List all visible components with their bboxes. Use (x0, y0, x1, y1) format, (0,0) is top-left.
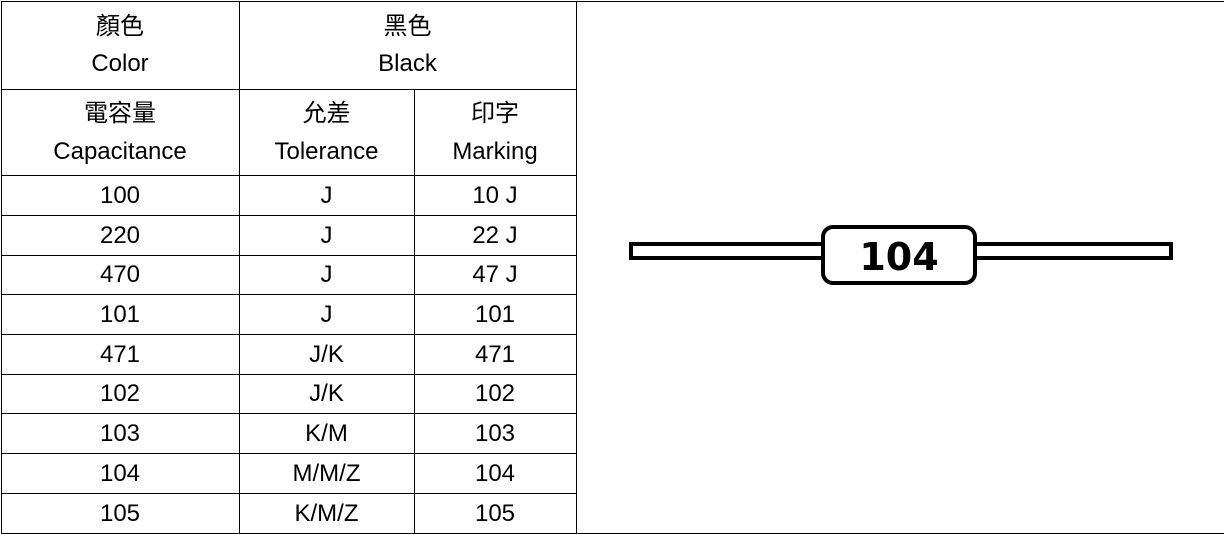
header-en: Color (2, 45, 239, 82)
table-cell: 22 J (414, 215, 576, 255)
table-cell: J/K (239, 374, 414, 414)
column-header-zh: 允差 (240, 95, 414, 132)
column-header-en: Tolerance (240, 133, 414, 170)
table-cell: 105 (414, 493, 576, 533)
capacitor-diagram: 104 (577, 2, 1224, 522)
lead-left (631, 244, 824, 258)
table-cell: 105 (1, 493, 239, 533)
table-cell: 100 (1, 176, 239, 216)
header-zh: 黑色 (240, 8, 576, 45)
capacitor-label: 104 (859, 235, 938, 279)
table-cell: 103 (1, 414, 239, 454)
header-zh: 顏色 (2, 8, 239, 45)
header-cell: 黑色 Black (239, 1, 576, 89)
table-cell: J (239, 215, 414, 255)
table-cell: 101 (414, 295, 576, 335)
column-header-en: Marking (415, 133, 576, 170)
table-cell: 471 (414, 335, 576, 375)
table-cell: 47 J (414, 255, 576, 295)
table-cell: 471 (1, 335, 239, 375)
lead-right (973, 244, 1171, 258)
table-cell: M/M/Z (239, 454, 414, 494)
table-cell: 10 J (414, 176, 576, 216)
table-cell: J (239, 255, 414, 295)
table-cell: K/M/Z (239, 493, 414, 533)
table-cell: 470 (1, 255, 239, 295)
table-cell: 220 (1, 215, 239, 255)
table-cell: 103 (414, 414, 576, 454)
table-cell: 102 (1, 374, 239, 414)
table-cell: 102 (414, 374, 576, 414)
table-cell: J (239, 295, 414, 335)
table-cell: 104 (414, 454, 576, 494)
header-cell: 顏色 Color (1, 1, 239, 89)
column-header-zh: 電容量 (2, 95, 239, 132)
column-header-en: Capacitance (2, 133, 239, 170)
header-row: 顏色 Color 黑色 Black 104 (1, 1, 1224, 89)
header-en: Black (240, 45, 576, 82)
table-cell: J/K (239, 335, 414, 375)
table-cell: J (239, 176, 414, 216)
table-cell: 101 (1, 295, 239, 335)
table-cell: K/M (239, 414, 414, 454)
diagram-cell: 104 (576, 1, 1224, 533)
column-header-zh: 印字 (415, 95, 576, 132)
table-cell: 104 (1, 454, 239, 494)
